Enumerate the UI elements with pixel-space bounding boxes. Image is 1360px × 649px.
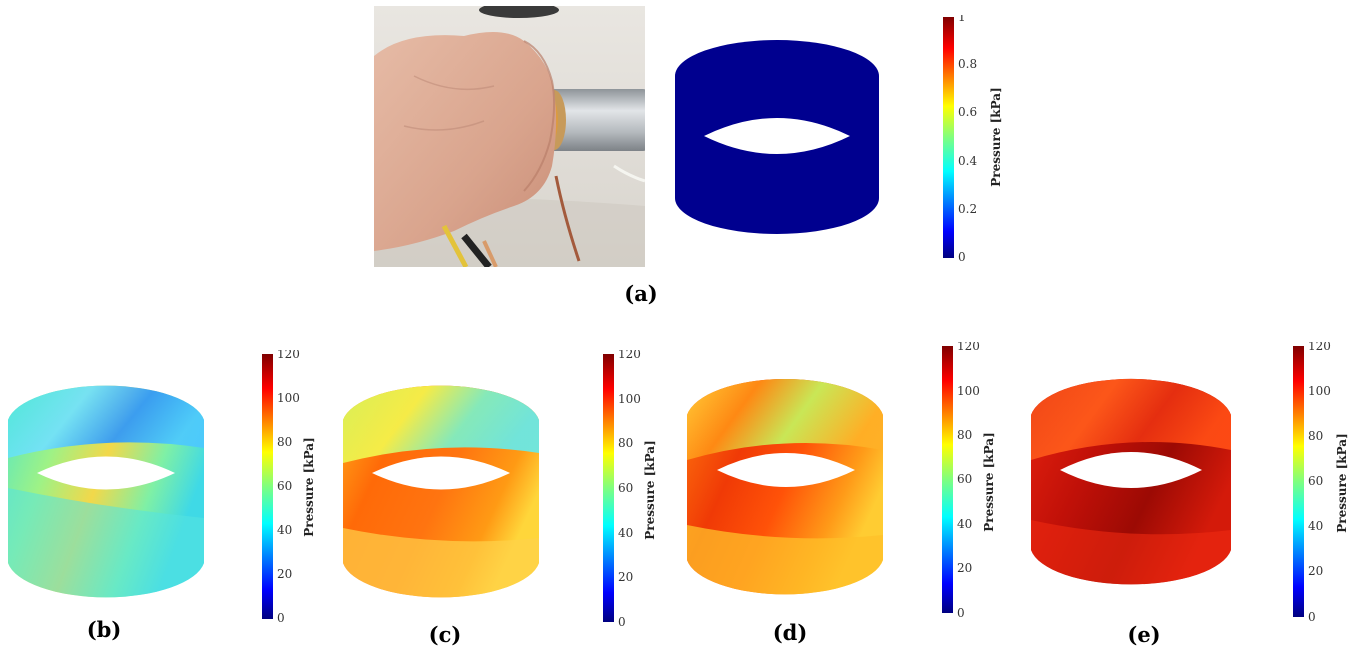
- colorbar-d-tick: 60: [957, 472, 972, 486]
- colorbar-e-tick: 40: [1308, 519, 1323, 533]
- colorbar-b-tick: 0: [277, 611, 285, 625]
- colorbar-a-tick: 0.4: [958, 154, 977, 168]
- colorbar-e-tick: 60: [1308, 474, 1323, 488]
- colorbar-a-tick: 0.8: [958, 57, 977, 71]
- colorbar-e-tick: 100: [1308, 384, 1331, 398]
- colorbar-c-tick: 100: [618, 392, 641, 406]
- pressure-map-cylinder-a: [675, 40, 879, 234]
- colorbar-b-label: Pressure [kPa]: [302, 437, 316, 537]
- colorbar-c: 0 20 40 60 80 100 120 Pressure [kPa]: [603, 347, 663, 629]
- colorbar-c-tick: 20: [618, 570, 633, 584]
- colorbar-e-label: Pressure [kPa]: [1335, 433, 1349, 533]
- panel-label-d: (d): [772, 620, 808, 645]
- colorbar-d-tick: 0: [957, 606, 965, 619]
- colorbar-d-tick: 20: [957, 561, 972, 575]
- hand-gripping-sensor-photo: [374, 6, 645, 267]
- colorbar-e: 0 20 40 60 80 100 120 Pressure [kPa]: [1293, 339, 1355, 624]
- colorbar-d-tick: 120: [957, 342, 980, 353]
- colorbar-e-scale: 0 20 40 60 80 100 120 Pressure [kPa]: [1293, 339, 1349, 624]
- colorbar-e-tick: 120: [1308, 342, 1331, 353]
- colorbar-a: 0 0.2 0.4 0.6 0.8 1 Pressure [kPa]: [940, 10, 1010, 265]
- colorbar-c-scale: 0 20 40 60 80 100 120 Pressure [kPa]: [603, 347, 657, 629]
- colorbar-a-tick: 1: [958, 15, 966, 24]
- colorbar-d-scale: 0 20 40 60 80 100 120 Pressure [kPa]: [942, 339, 996, 620]
- colorbar-c-tick: 0: [618, 615, 626, 628]
- colorbar-b-tick: 120: [277, 350, 300, 361]
- colorbar-e-tick: 20: [1308, 564, 1323, 578]
- colorbar-d: 0 20 40 60 80 100 120 Pressure [kPa]: [942, 339, 1002, 620]
- panel-label-c: (c): [428, 622, 462, 647]
- colorbar-d-label: Pressure [kPa]: [982, 432, 996, 532]
- pressure-map-cylinder-e: [1031, 378, 1231, 585]
- colorbar-c-tick: 80: [618, 436, 633, 450]
- colorbar-c-tick: 40: [618, 526, 633, 540]
- pressure-map-cylinder-d: [687, 378, 883, 595]
- colorbar-a-tick: 0: [958, 250, 966, 264]
- pressure-map-cylinder-b: [8, 385, 204, 598]
- colorbar-d-tick: 40: [957, 517, 972, 531]
- colorbar-a-label: Pressure [kPa]: [989, 87, 1003, 187]
- colorbar-b-tick: 100: [277, 391, 300, 405]
- colorbar-d-tick: 80: [957, 428, 972, 442]
- panel-label-e: (e): [1127, 622, 1161, 647]
- colorbar-a-tick: 0.2: [958, 202, 977, 216]
- colorbar-b-tick: 40: [277, 523, 292, 537]
- colorbar-e-tick: 0: [1308, 610, 1316, 623]
- colorbar-a-tick: 0.6: [958, 105, 977, 119]
- colorbar-b-tick: 60: [277, 479, 292, 493]
- colorbar-b: 0 20 40 60 80 100 120 Pressure [kPa]: [262, 347, 322, 625]
- pressure-map-cylinder-c: [343, 385, 539, 598]
- colorbar-c-tick: 60: [618, 481, 633, 495]
- colorbar-b-tick: 20: [277, 567, 292, 581]
- colorbar-c-tick: 120: [618, 350, 641, 361]
- colorbar-c-label: Pressure [kPa]: [643, 440, 657, 540]
- panel-label-a: (a): [624, 281, 658, 306]
- colorbar-a-scale: 0 0.2 0.4 0.6 0.8 1 Pressure [kPa]: [943, 10, 1003, 264]
- colorbar-b-scale: 0 20 40 60 80 100 120 Pressure [kPa]: [262, 347, 316, 625]
- panel-label-b: (b): [86, 617, 122, 642]
- colorbar-e-tick: 80: [1308, 429, 1323, 443]
- colorbar-d-tick: 100: [957, 384, 980, 398]
- colorbar-b-tick: 80: [277, 435, 292, 449]
